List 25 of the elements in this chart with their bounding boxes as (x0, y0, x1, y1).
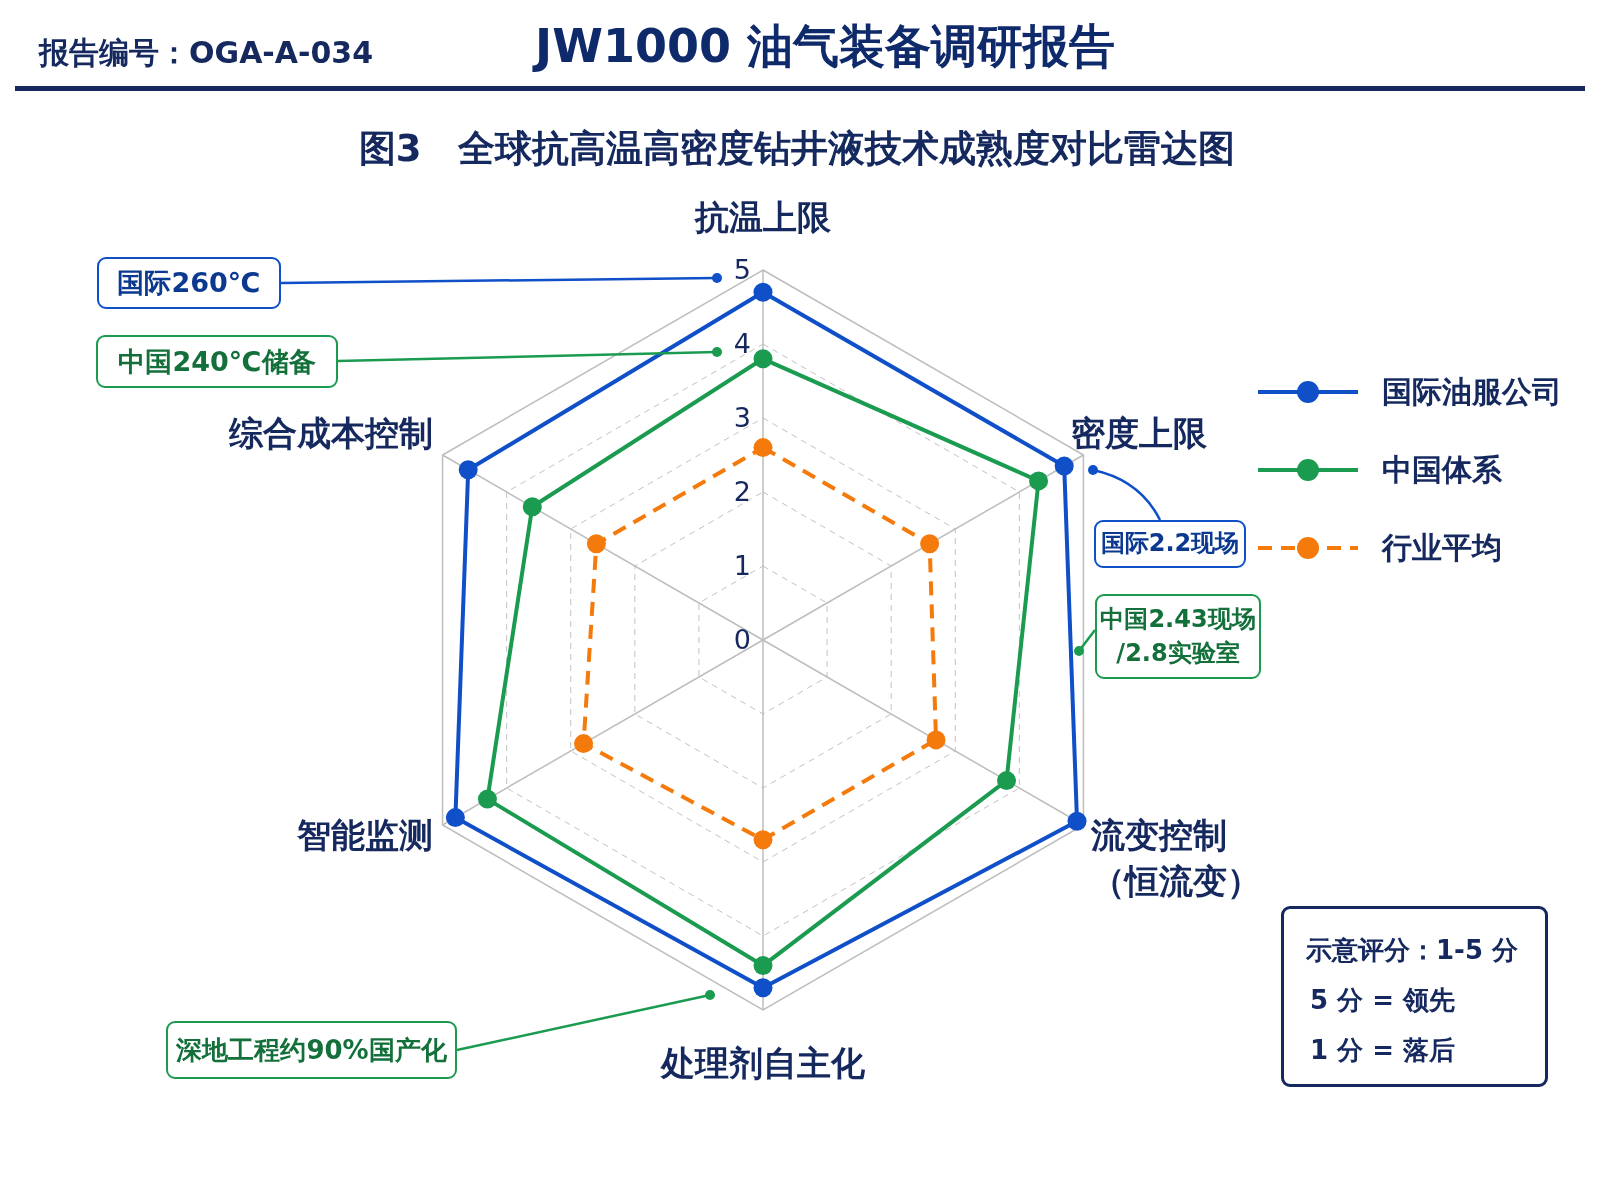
y-tick-label: 2 (733, 476, 751, 507)
text: 5 分 = 领先 (1309, 984, 1457, 1017)
spoke-label: 处理剂自主化 (660, 1043, 866, 1083)
text: 国际2.2现场 (1100, 528, 1240, 560)
legend-label: 行业平均 (1382, 528, 1502, 567)
y-tick-label: 1 (733, 550, 751, 581)
spoke-label: 智能监测 (295, 815, 433, 855)
chart-subtitle: 图3 全球抗高温高密度钻井液技术成熟度对比雷达图 (357, 126, 1237, 172)
spoke-label: 综合成本控制 (227, 413, 433, 453)
legend-label: 中国体系 (1382, 450, 1502, 489)
text: 示意评分：1-5 分 (1306, 934, 1520, 967)
text: 报告编号：OGA-A-034 (39, 34, 374, 72)
spoke-label: 流变控制（恒流变） (1090, 815, 1262, 901)
y-tick-label: 5 (733, 254, 751, 285)
text: 国际260℃ (117, 266, 261, 301)
text: 1 分 = 落后 (1309, 1034, 1457, 1067)
spoke-label: 抗温上限 (694, 197, 832, 237)
text: 中国240℃储备 (118, 344, 316, 379)
text: 中国2.43现场/2.8实验室 (1100, 603, 1256, 669)
y-tick-label: 0 (733, 624, 751, 655)
text: 深地工程约90%国产化 (176, 1033, 447, 1067)
y-tick-label: 3 (733, 402, 751, 433)
legend-label: 国际油服公司 (1382, 372, 1562, 411)
y-tick-label: 4 (733, 328, 751, 359)
spoke-label: 密度上限 (1071, 413, 1209, 453)
